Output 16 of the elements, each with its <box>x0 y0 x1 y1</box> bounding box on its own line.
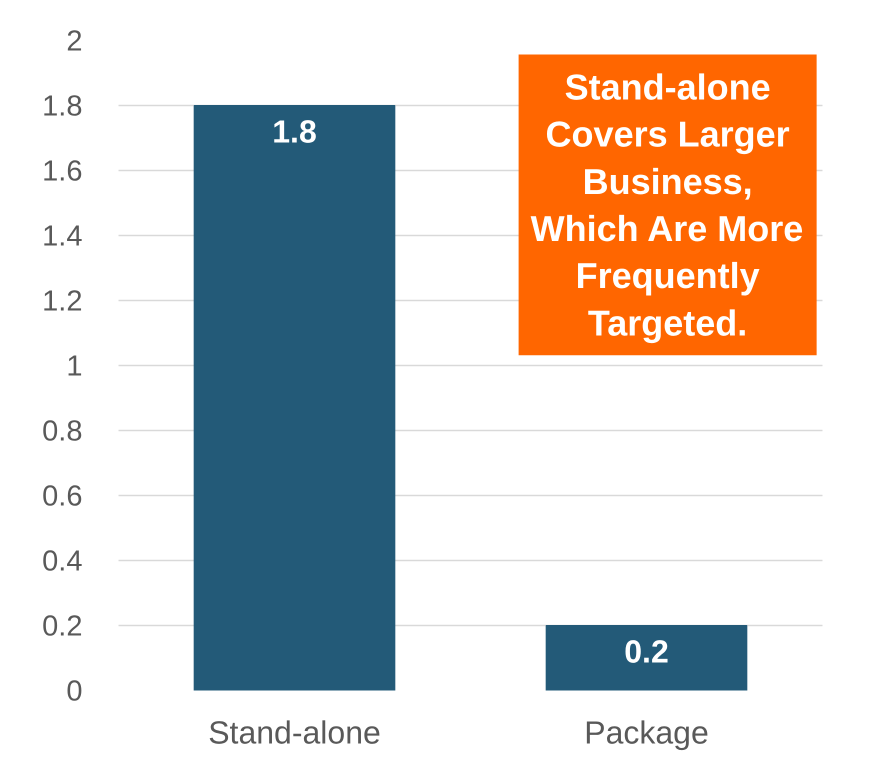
y-tick-label: 1.2 <box>42 286 83 318</box>
y-tick-label: 2 <box>66 26 83 58</box>
y-tick-label: 1 <box>66 350 83 382</box>
y-tick-label: 1.8 <box>42 90 83 122</box>
x-tick-label: Package <box>584 714 709 750</box>
y-tick-label: 0.8 <box>42 416 83 448</box>
y-tick-label: 0.4 <box>42 546 83 578</box>
annotation: Stand-alone Covers Larger Business, Which Are More Frequently Targeted. <box>530 66 804 344</box>
data-label: 0.2 <box>624 634 669 670</box>
y-tick-label: 1.6 <box>42 156 83 188</box>
y-tick-label: 0.6 <box>42 480 83 512</box>
y-tick-label: 1.4 <box>42 220 83 252</box>
y-tick-label: 0 <box>66 676 83 708</box>
y-tick-label: 0.2 <box>42 610 83 642</box>
x-tick-label: Stand-alone <box>208 714 381 750</box>
data-label: 1.8 <box>272 114 317 150</box>
